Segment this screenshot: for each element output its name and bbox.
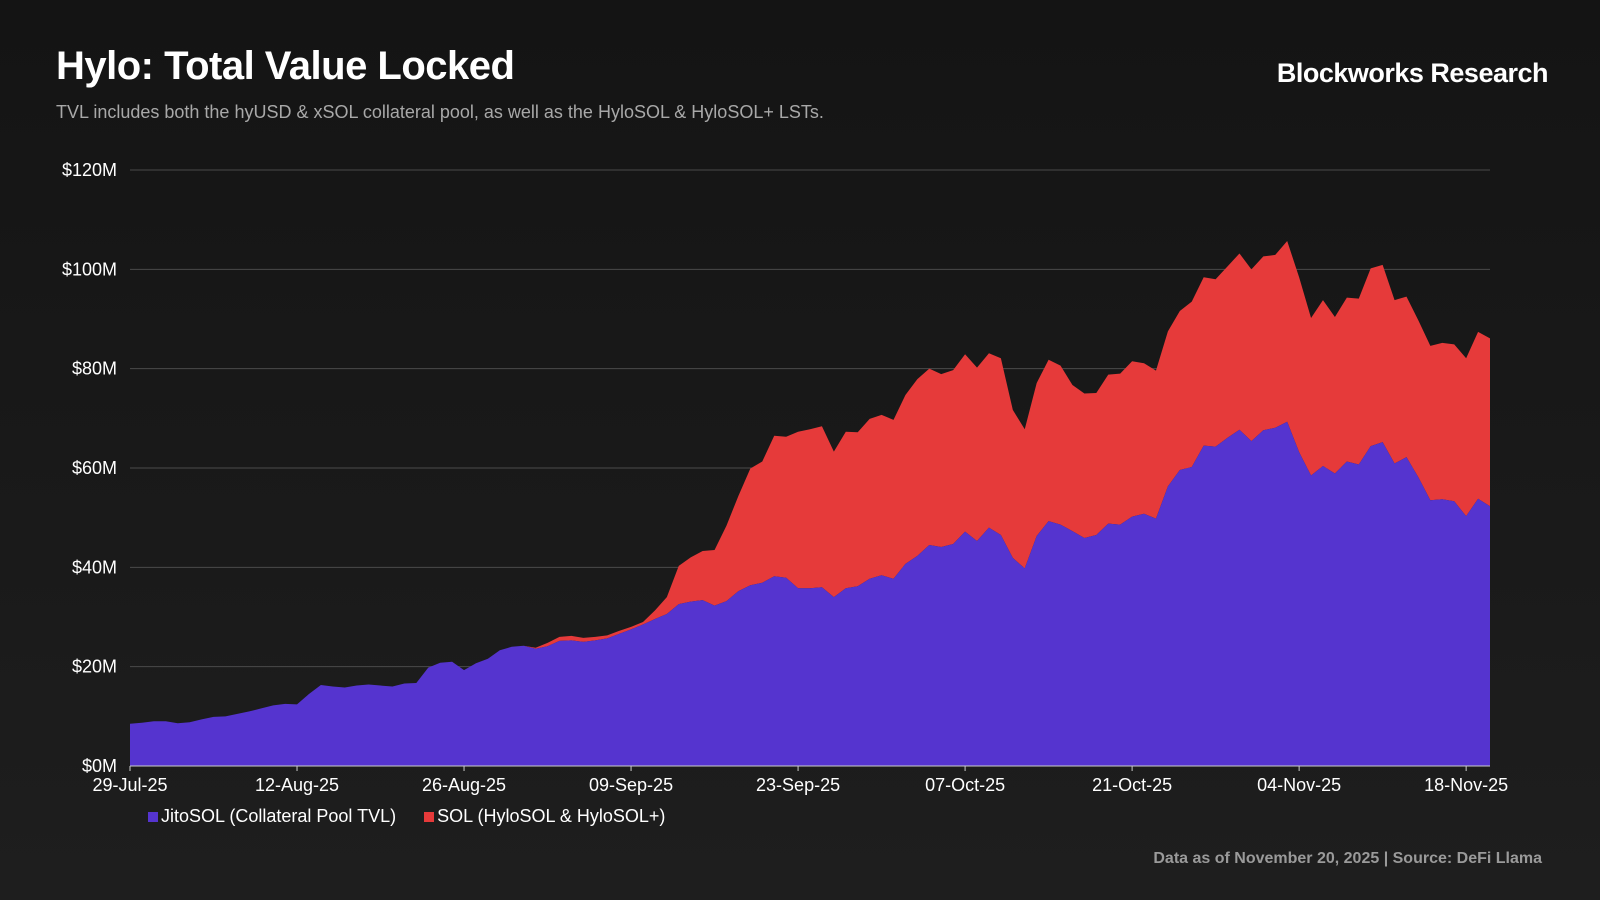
y-tick-label: $0M [82,756,117,776]
y-tick-label: $100M [62,259,117,279]
x-tick-label: 09-Sep-25 [589,775,673,795]
series-area-sol [130,241,1490,724]
x-tick-label: 26-Aug-25 [422,775,506,795]
y-tick-label: $60M [72,458,117,478]
y-tick-label: $120M [62,160,117,180]
legend-label-jitosol: JitoSOL (Collateral Pool TVL) [161,806,397,826]
x-tick-label: 18-Nov-25 [1424,775,1508,795]
series-area-jitosol [130,421,1490,766]
legend-item-sol: SOL (HyloSOL & HyloSOL+) [424,806,665,827]
legend-swatch-jitosol [148,811,158,822]
x-tick-label: 12-Aug-25 [255,775,339,795]
y-tick-label: $40M [72,557,117,577]
y-tick-label: $20M [72,657,117,677]
x-tick-label: 04-Nov-25 [1257,775,1341,795]
x-tick-label: 23-Sep-25 [756,775,840,795]
x-axis: 29-Jul-25 12-Aug-25 26-Aug-25 09-Sep-25 23-S… [92,765,1508,795]
x-tick-label: 21-Oct-25 [1092,775,1172,795]
chart-areas [130,241,1490,766]
chart-legend: JitoSOL (Collateral Pool TVL) SOL (HyloS… [148,806,665,827]
y-axis: $0M $20M $40M $60M $80M $100M $120M [62,160,117,776]
source-note: Data as of November 20, 2025 | Source: D… [1153,850,1542,867]
brand-logo-text: Blockworks Research [1276,58,1549,88]
legend-swatch-sol [424,811,435,822]
y-tick-label: $80M [72,359,117,379]
chart-subtitle: TVL includes both the hyUSD & xSOL colla… [56,102,824,122]
legend-label-sol: SOL (HyloSOL & HyloSOL+) [437,806,666,826]
x-tick-label: 29-Jul-25 [92,775,167,795]
chart-title: Hylo: Total Value Locked [56,44,515,88]
x-tick-label: 07-Oct-25 [925,775,1005,795]
legend-item-jitosol: JitoSOL (Collateral Pool TVL) [148,806,396,827]
